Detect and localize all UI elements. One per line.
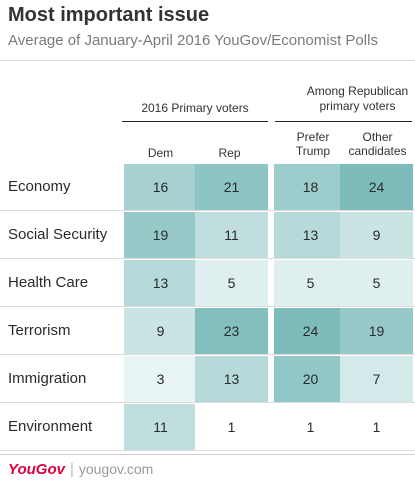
heatmap-cell-terrorism-dem: 9: [124, 308, 197, 354]
heatmap-cell-environment-prefer-trump: 1: [274, 404, 347, 450]
heatmap-cell-health-care-other-candidates: 5: [340, 260, 413, 306]
row-label-immigration: Immigration: [8, 370, 87, 387]
group-underline-primary-voters: [122, 121, 268, 122]
column-header-prefer-trump: Prefer Trump: [295, 130, 331, 158]
heatmap-cell-environment-rep: 1: [195, 404, 268, 450]
heatmap-cell-immigration-dem: 3: [124, 356, 197, 402]
row-separator: [0, 210, 415, 211]
heatmap-cell-health-care-prefer-trump: 5: [274, 260, 347, 306]
footer: YouGov | yougov.com: [8, 461, 153, 478]
heatmap-cell-social-security-rep: 11: [195, 212, 268, 258]
column-header-rep: Rep: [218, 146, 241, 160]
heatmap-cell-terrorism-other-candidates: 19: [340, 308, 413, 354]
row-label-environment: Environment: [8, 418, 93, 435]
heatmap-cell-economy-other-candidates: 24: [340, 164, 413, 210]
row-separator: [0, 306, 415, 307]
row-label-social-security: Social Security: [8, 226, 108, 243]
heatmap-cell-environment-other-candidates: 1: [340, 404, 413, 450]
heatmap-cell-economy-rep: 21: [195, 164, 268, 210]
footer-divider: [0, 454, 415, 455]
column-header-other-candidates: Other candidates: [348, 130, 407, 158]
group-header-primary-voters: 2016 Primary voters: [141, 101, 249, 115]
footer-separator: |: [69, 461, 74, 478]
row-separator: [0, 258, 415, 259]
heatmap-cell-environment-dem: 11: [124, 404, 197, 450]
heatmap-cell-immigration-rep: 13: [195, 356, 268, 402]
heatmap-cell-social-security-other-candidates: 9: [340, 212, 413, 258]
row-separator: [0, 354, 415, 355]
yougov-logo: YouGov: [8, 461, 65, 478]
heatmap-cell-economy-prefer-trump: 18: [274, 164, 347, 210]
heatmap-cell-health-care-rep: 5: [195, 260, 268, 306]
heatmap-cell-social-security-dem: 19: [124, 212, 197, 258]
row-label-terrorism: Terrorism: [8, 322, 71, 339]
chart-subtitle: Average of January-April 2016 YouGov/Eco…: [8, 32, 378, 49]
column-header-dem: Dem: [147, 146, 174, 160]
heatmap-cell-terrorism-rep: 23: [195, 308, 268, 354]
footer-site: yougov.com: [78, 461, 154, 477]
row-label-economy: Economy: [8, 178, 71, 195]
group-underline-republican-voters: [275, 121, 412, 122]
chart-title: Most important issue: [8, 4, 210, 26]
heatmap-cell-economy-dem: 16: [124, 164, 197, 210]
heatmap-cell-immigration-other-candidates: 7: [340, 356, 413, 402]
heatmap-cell-immigration-prefer-trump: 20: [274, 356, 347, 402]
heatmap-cell-terrorism-prefer-trump: 24: [274, 308, 347, 354]
heatmap-cell-social-security-prefer-trump: 13: [274, 212, 347, 258]
top-divider: [0, 60, 415, 61]
row-label-health-care: Health Care: [8, 274, 89, 291]
row-separator: [0, 402, 415, 403]
row-separator: [0, 450, 415, 451]
group-header-republican-voters: Among Republican primary voters: [306, 84, 409, 113]
heatmap-cell-health-care-dem: 13: [124, 260, 197, 306]
